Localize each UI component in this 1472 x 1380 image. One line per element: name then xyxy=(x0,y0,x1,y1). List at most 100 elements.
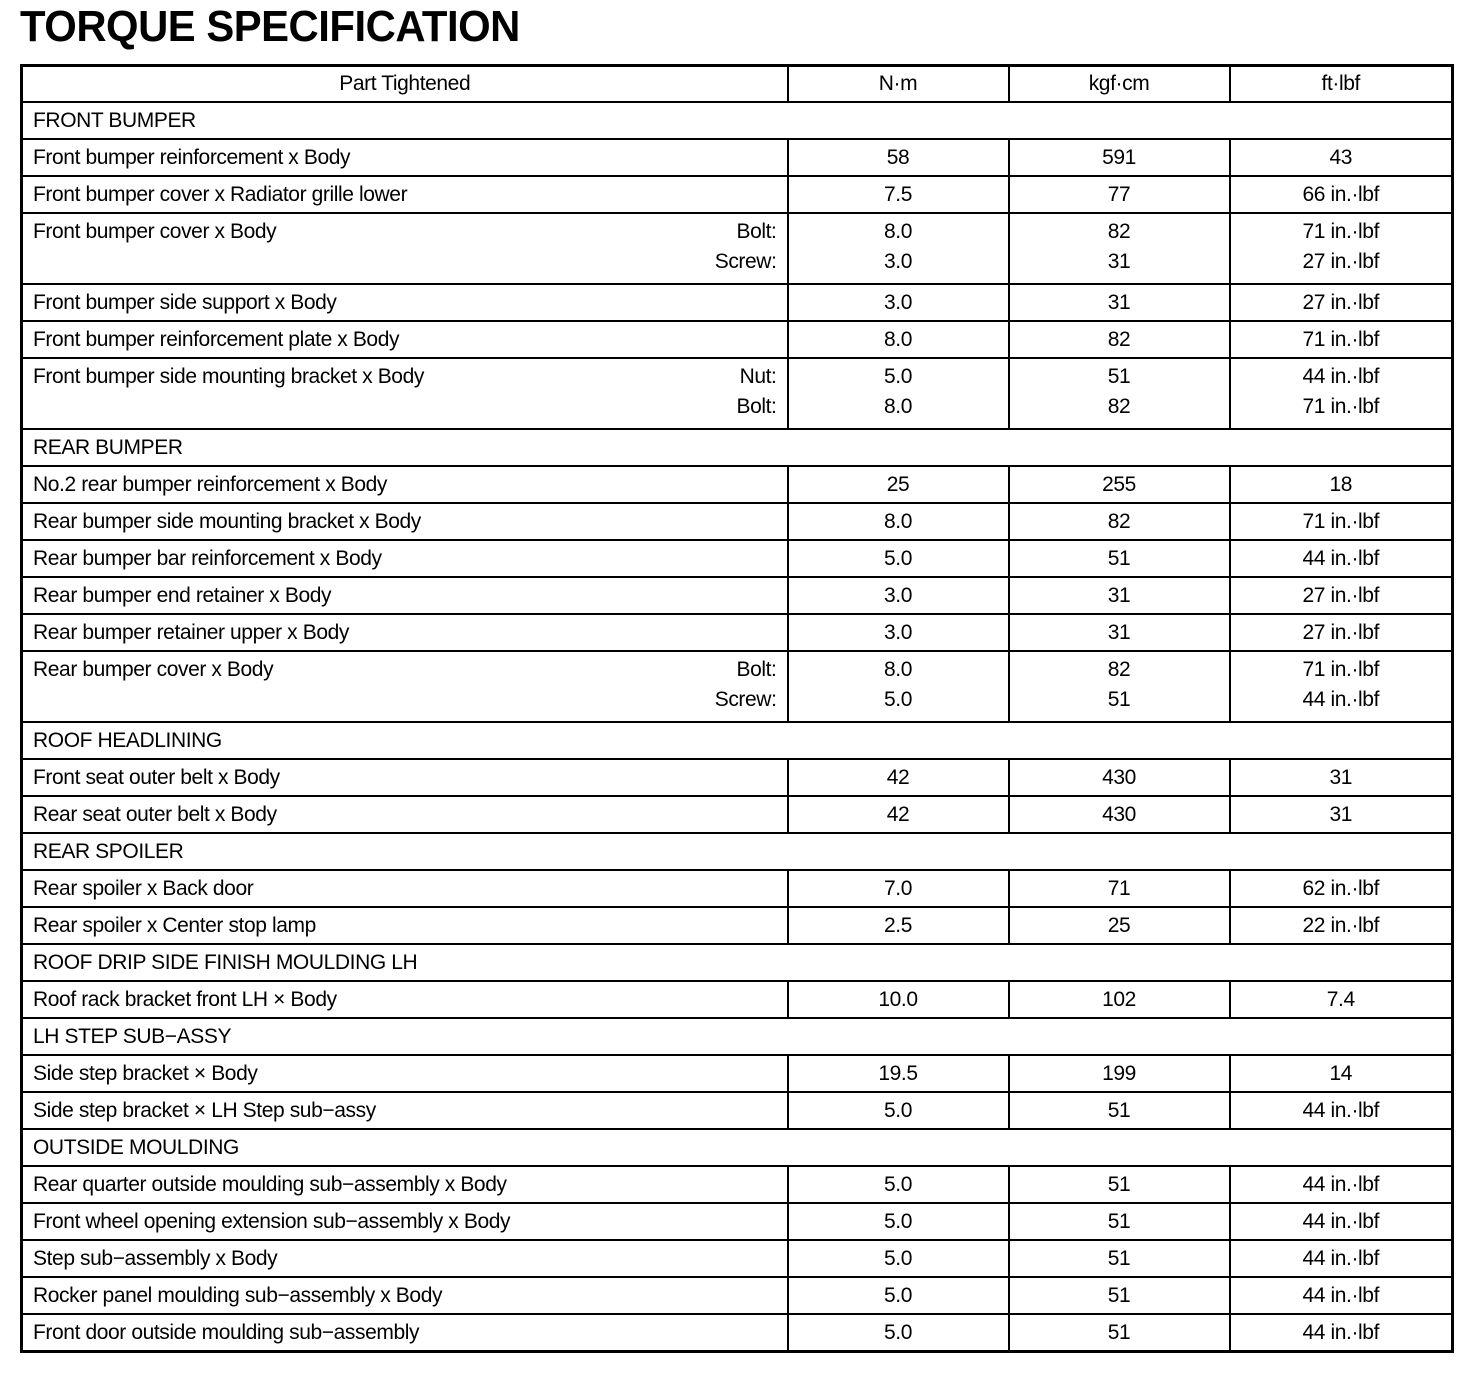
part-cell: Rear bumper bar reinforcement x Body xyxy=(20,539,789,578)
part-wrap: Front bumper cover x Body Bolt: Screw: xyxy=(33,217,777,277)
fastener-label: Screw: xyxy=(714,688,777,711)
ftlbf-cell: 27 in.·lbf xyxy=(1228,613,1454,652)
ftlbf-cell: 71 in.·lbf 44 in.·lbf xyxy=(1228,650,1454,723)
ftlbf-cell: 66 in.·lbf xyxy=(1228,175,1454,214)
nm-value: 8.0 xyxy=(884,658,912,681)
part-cell: Rear spoiler x Center stop lamp xyxy=(20,906,789,945)
section-title: REAR SPOILER xyxy=(20,832,1454,871)
section-title: FRONT BUMPER xyxy=(20,101,1454,140)
header-kgf: kgf·cm xyxy=(1007,64,1231,103)
part-cell: Step sub−assembly x Body xyxy=(20,1239,789,1278)
nm-cell: 3.0 xyxy=(786,613,1010,652)
nm-cell: 8.0 xyxy=(786,320,1010,359)
kgf-cell: 82 xyxy=(1007,502,1231,541)
table-row: Rear seat outer belt x Body 42 430 31 xyxy=(20,795,1454,834)
table-row: Rear spoiler x Back door 7.0 71 62 in.·lbf xyxy=(20,869,1454,908)
table-row: Front bumper reinforcement plate x Body 8… xyxy=(20,320,1454,359)
section-title: LH STEP SUB−ASSY xyxy=(20,1017,1454,1056)
kgf-cell: 591 xyxy=(1007,138,1231,177)
table-row: Roof rack bracket front LH × Body 10.0 102… xyxy=(20,980,1454,1019)
page-title: TORQUE SPECIFICATION xyxy=(20,2,520,51)
kgf-cell: 199 xyxy=(1007,1054,1231,1093)
kgf-cell: 102 xyxy=(1007,980,1231,1019)
nm-cell: 8.0 xyxy=(786,502,1010,541)
nm-cell: 2.5 xyxy=(786,906,1010,945)
ftlbf-cell: 22 in.·lbf xyxy=(1228,906,1454,945)
part-cell: Front door outside moulding sub−assembly xyxy=(20,1313,789,1353)
part-cell: Rear seat outer belt x Body xyxy=(20,795,789,834)
part-cell: Rear bumper side mounting bracket x Body xyxy=(20,502,789,541)
ftlbf-cell: 71 in.·lbf xyxy=(1228,320,1454,359)
kgf-cell: 51 xyxy=(1007,1313,1231,1353)
nm-cell: 8.0 5.0 xyxy=(786,650,1010,723)
fastener-label: Screw: xyxy=(714,250,777,273)
ftlbf-value: 71 in.·lbf xyxy=(1302,658,1380,681)
fastener-labels: Nut: Bolt: xyxy=(736,362,776,422)
ftlbf-cell: 31 xyxy=(1228,758,1454,797)
fastener-labels: Bolt: Screw: xyxy=(715,217,777,277)
part-name: Rear bumper cover x Body xyxy=(33,658,274,681)
section-row: ROOF HEADLINING xyxy=(20,721,1454,760)
kgf-cell: 51 82 xyxy=(1007,357,1231,430)
ftlbf-cell: 62 in.·lbf xyxy=(1228,869,1454,908)
nm-cell: 3.0 xyxy=(786,283,1010,322)
header-row: Part Tightened N·m kgf·cm ft·lbf xyxy=(20,64,1454,103)
kgf-cell: 51 xyxy=(1007,539,1231,578)
part-wrap: Front bumper side mounting bracket x Bod… xyxy=(33,362,777,422)
table-row: Front wheel opening extension sub−assemb… xyxy=(20,1202,1454,1241)
table-row: Front bumper reinforcement x Body 58 591 43 xyxy=(20,138,1454,177)
fastener-label: Bolt: xyxy=(736,658,777,681)
part-cell: Front bumper reinforcement x Body xyxy=(20,138,789,177)
ftlbf-cell: 27 in.·lbf xyxy=(1228,283,1454,322)
ftlbf-cell: 27 in.·lbf xyxy=(1228,576,1454,615)
ftlbf-cell: 44 in.·lbf xyxy=(1228,539,1454,578)
ftlbf-cell: 44 in.·lbf xyxy=(1228,1202,1454,1241)
part-cell: Front bumper cover x Radiator grille low… xyxy=(20,175,789,214)
kgf-cell: 51 xyxy=(1007,1091,1231,1130)
part-cell: Rocker panel moulding sub−assembly x Bod… xyxy=(20,1276,789,1315)
section-title: ROOF HEADLINING xyxy=(20,721,1454,760)
kgf-cell: 51 xyxy=(1007,1239,1231,1278)
torque-table: Part Tightened N·m kgf·cm ft·lbf FRONT B… xyxy=(20,64,1454,1353)
kgf-value: 82 xyxy=(1107,395,1131,418)
nm-value: 8.0 xyxy=(884,220,912,243)
header-ftlbf: ft·lbf xyxy=(1228,64,1454,103)
nm-cell: 7.5 xyxy=(786,175,1010,214)
table-row: Front door outside moulding sub−assembly… xyxy=(20,1313,1454,1353)
part-cell: Rear quarter outside moulding sub−assemb… xyxy=(20,1165,789,1204)
header-nm: N·m xyxy=(786,64,1010,103)
kgf-value: 31 xyxy=(1107,250,1131,273)
nm-cell: 5.0 xyxy=(786,1313,1010,1353)
table-row: Rear bumper cover x Body Bolt: Screw: 8.0 5.… xyxy=(20,650,1454,723)
table-body: FRONT BUMPER Front bumper reinforcement x… xyxy=(20,101,1454,1353)
kgf-value: 51 xyxy=(1107,365,1131,388)
section-title: REAR BUMPER xyxy=(20,428,1454,467)
kgf-cell: 31 xyxy=(1007,576,1231,615)
section-row: OUTSIDE MOULDING xyxy=(20,1128,1454,1167)
table-row: Side step bracket × Body 19.5 199 14 xyxy=(20,1054,1454,1093)
part-cell: No.2 rear bumper reinforcement x Body xyxy=(20,465,789,504)
part-name: Front bumper cover x Body xyxy=(33,220,277,243)
ftlbf-cell: 31 xyxy=(1228,795,1454,834)
kgf-cell: 77 xyxy=(1007,175,1231,214)
nm-cell: 5.0 xyxy=(786,1276,1010,1315)
section-row: FRONT BUMPER xyxy=(20,101,1454,140)
table-row: Rocker panel moulding sub−assembly x Bod… xyxy=(20,1276,1454,1315)
table-row: Rear bumper retainer upper x Body 3.0 31 27… xyxy=(20,613,1454,652)
nm-cell: 3.0 xyxy=(786,576,1010,615)
part-cell: Rear bumper end retainer x Body xyxy=(20,576,789,615)
table-row: Rear bumper end retainer x Body 3.0 31 27 i… xyxy=(20,576,1454,615)
section-title: OUTSIDE MOULDING xyxy=(20,1128,1454,1167)
ftlbf-cell: 44 in.·lbf xyxy=(1228,1239,1454,1278)
table-row: Rear bumper side mounting bracket x Body… xyxy=(20,502,1454,541)
nm-value: 5.0 xyxy=(884,365,912,388)
table-row: Rear bumper bar reinforcement x Body 5.0 5… xyxy=(20,539,1454,578)
ftlbf-value: 27 in.·lbf xyxy=(1302,250,1380,273)
section-title: ROOF DRIP SIDE FINISH MOULDING LH xyxy=(20,943,1454,982)
ftlbf-cell: 43 xyxy=(1228,138,1454,177)
ftlbf-value: 44 in.·lbf xyxy=(1302,365,1380,388)
part-cell: Front bumper side support x Body xyxy=(20,283,789,322)
ftlbf-cell: 14 xyxy=(1228,1054,1454,1093)
nm-cell: 5.0 xyxy=(786,1239,1010,1278)
table-row: Side step bracket × LH Step sub−assy 5.0 5… xyxy=(20,1091,1454,1130)
